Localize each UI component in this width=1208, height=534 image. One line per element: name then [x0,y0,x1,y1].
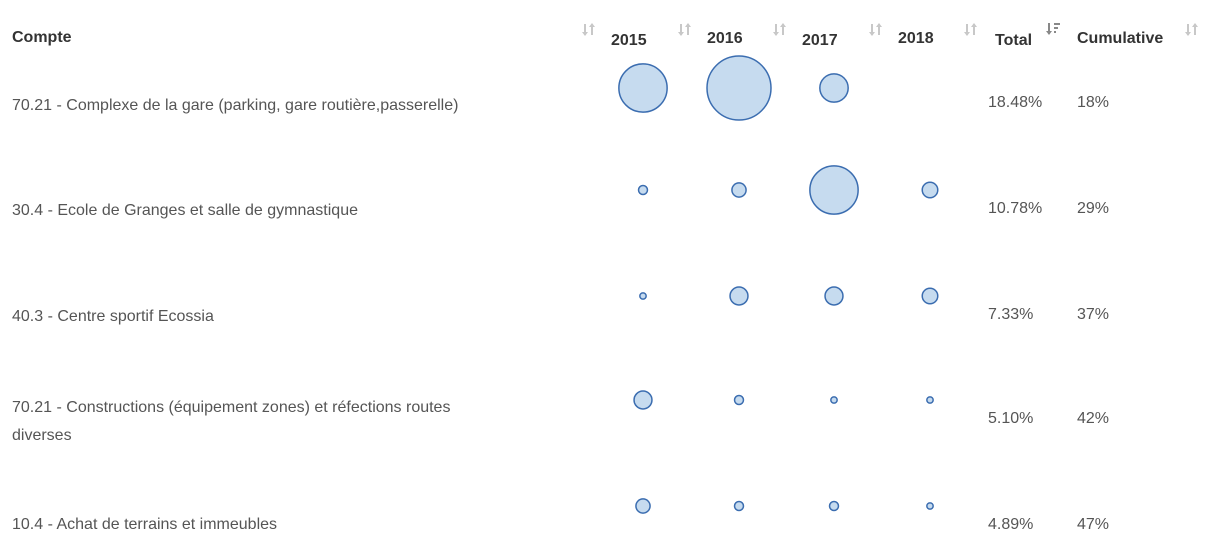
account-label: 10.4 - Achat de terrains et immeubles [12,516,278,533]
bubble [633,390,653,410]
bubble [733,394,745,406]
bubble [921,287,939,305]
total-cell: 7.33% [988,306,1034,323]
sort-icon[interactable] [1185,23,1198,36]
sort-icon[interactable] [773,23,786,36]
header-compte[interactable]: Compte [12,29,72,46]
bubble [706,55,772,121]
total-cell: 10.78% [988,200,1043,217]
bubble [635,498,651,514]
sort-icon[interactable] [964,23,977,36]
header-year[interactable]: 2015 [611,32,647,49]
bubble [824,286,844,306]
bubble [729,286,749,306]
header-year[interactable]: 2017 [802,32,838,49]
account-label: 40.3 - Centre sportif Ecossia [12,308,214,325]
sort-icon[interactable] [582,23,595,36]
header-year[interactable]: 2018 [898,30,934,47]
cumulative-cell: 29% [1077,200,1110,217]
bubble [819,73,849,103]
account-label: 70.21 - Constructions (équipement zones)… [12,399,451,444]
account-label: 70.21 - Complexe de la gare (parking, ga… [12,97,459,114]
bubble [921,181,939,199]
bubble [926,396,934,404]
total-cell: 4.89% [988,516,1034,533]
sort-icons [582,23,1198,36]
bubble [639,292,647,300]
bubble [731,182,747,198]
bubble [733,500,745,512]
cumulative-cell: 42% [1077,410,1110,427]
header-total[interactable]: Total [995,32,1033,49]
sort-icon[interactable] [869,23,882,36]
sort-icon[interactable] [678,23,691,36]
sort-icon-active[interactable] [1046,23,1060,35]
header-cumulative[interactable]: Cumulative [1077,30,1164,47]
bubble [828,500,840,512]
bubble [637,184,649,196]
cumulative-cell: 37% [1077,306,1110,323]
total-cell: 18.48% [988,94,1043,111]
account-label: 30.4 - Ecole de Granges et salle de gymn… [12,202,358,219]
total-cell: 5.10% [988,410,1034,427]
bubble [926,502,934,510]
bubble [618,63,668,113]
bubble [809,165,859,215]
bubble [830,396,838,404]
header-year[interactable]: 2016 [707,30,743,47]
cumulative-cell: 47% [1077,516,1110,533]
cumulative-cell: 18% [1077,94,1110,111]
